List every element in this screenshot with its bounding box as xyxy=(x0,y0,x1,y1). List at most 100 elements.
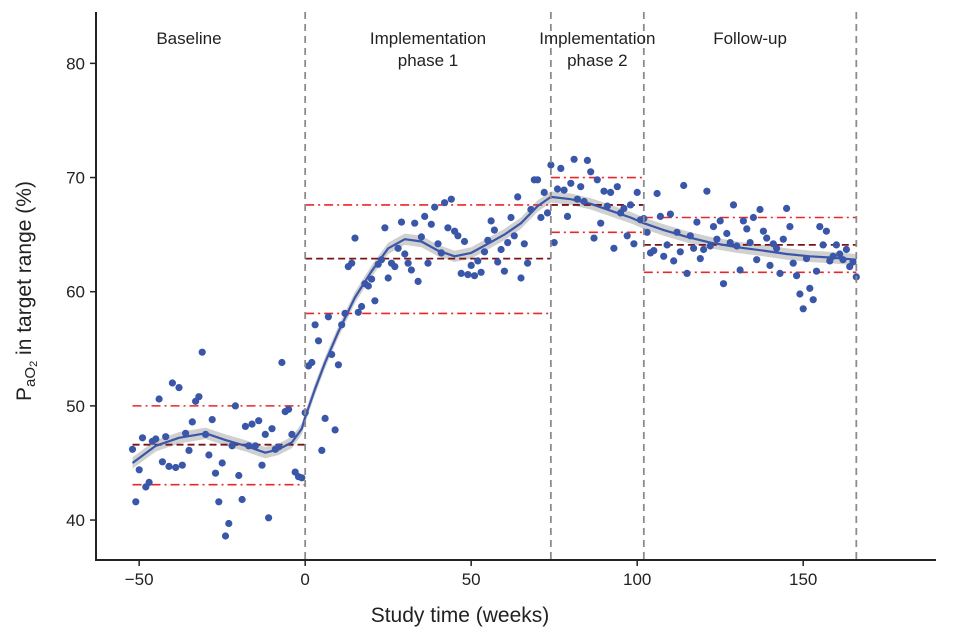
data-point-129 xyxy=(557,164,565,172)
data-point-85 xyxy=(411,219,419,227)
data-point-15 xyxy=(178,461,186,469)
data-point-29 xyxy=(225,519,233,528)
x-tick-label-50: 50 xyxy=(462,570,481,589)
data-point-158 xyxy=(653,189,661,198)
y-tick-label-40: 40 xyxy=(66,511,85,530)
data-point-150 xyxy=(626,201,635,209)
data-point-146 xyxy=(613,183,621,191)
phase-label-1-line-1: Baseline xyxy=(156,29,221,48)
data-point-166 xyxy=(680,181,688,190)
data-point-101 xyxy=(464,271,472,279)
data-point-57 xyxy=(318,446,326,454)
data-point-116 xyxy=(514,193,522,201)
data-points xyxy=(128,155,860,540)
data-point-17 xyxy=(185,446,193,454)
data-point-72 xyxy=(368,275,376,283)
data-point-81 xyxy=(397,218,406,226)
data-point-145 xyxy=(610,244,618,252)
data-point-196 xyxy=(779,235,787,243)
data-point-199 xyxy=(789,259,797,267)
data-point-139 xyxy=(590,234,598,242)
data-point-28 xyxy=(221,532,230,540)
data-point-206 xyxy=(812,267,821,275)
data-point-205 xyxy=(809,296,817,304)
data-point-58 xyxy=(321,414,329,422)
data-point-159 xyxy=(656,212,665,220)
data-point-98 xyxy=(454,232,462,240)
data-point-144 xyxy=(607,188,615,196)
data-point-26 xyxy=(215,498,223,506)
data-point-25 xyxy=(211,469,220,477)
data-point-92 xyxy=(434,240,442,248)
y-axis-title: PaO2 in target range (%) xyxy=(13,181,40,401)
y-tick-label-80: 80 xyxy=(66,54,85,73)
data-point-99 xyxy=(457,269,465,277)
phase-label-2-line-1: Implementation xyxy=(370,29,486,48)
smooth-line xyxy=(131,195,857,464)
data-point-130 xyxy=(560,186,568,194)
phase-labels: Baseline Implementation phase 1Implementat… xyxy=(156,29,787,70)
data-point-113 xyxy=(504,239,512,247)
data-point-125 xyxy=(543,209,552,217)
data-point-104 xyxy=(474,257,482,265)
data-point-172 xyxy=(700,245,708,254)
data-point-20 xyxy=(195,393,203,401)
data-point-174 xyxy=(706,242,714,250)
data-point-204 xyxy=(806,284,814,292)
data-point-91 xyxy=(431,203,439,211)
data-point-14 xyxy=(175,384,183,392)
data-point-169 xyxy=(690,244,698,252)
data-point-68 xyxy=(354,308,362,316)
data-point-54 xyxy=(308,358,316,367)
data-point-66 xyxy=(348,259,356,267)
data-point-163 xyxy=(670,257,678,265)
data-point-208 xyxy=(819,241,827,249)
data-point-215 xyxy=(842,245,851,254)
data-point-102 xyxy=(467,261,475,269)
data-point-8 xyxy=(155,395,163,403)
x-tick-label-0: 0 xyxy=(300,570,309,589)
data-point-170 xyxy=(693,218,701,226)
data-point-128 xyxy=(553,185,562,193)
x-tick-label-150: 150 xyxy=(789,570,817,589)
data-point-77 xyxy=(384,274,392,282)
data-point-84 xyxy=(407,266,415,274)
data-point-34 xyxy=(241,422,249,430)
data-point-0 xyxy=(128,445,137,453)
phase-label-1: Baseline xyxy=(156,29,221,48)
data-point-152 xyxy=(633,188,641,196)
data-point-142 xyxy=(600,187,608,195)
data-point-61 xyxy=(331,426,339,434)
data-point-56 xyxy=(314,337,323,345)
data-point-165 xyxy=(676,248,684,256)
data-point-108 xyxy=(487,217,495,225)
phase-dividers xyxy=(304,12,858,560)
phase-label-2-line-2: phase 1 xyxy=(398,51,459,70)
data-point-27 xyxy=(218,459,226,467)
data-point-88 xyxy=(421,212,429,220)
data-point-197 xyxy=(783,204,791,212)
y-axis-title-sub: aO xyxy=(22,367,39,387)
data-point-103 xyxy=(470,272,479,280)
data-point-106 xyxy=(480,248,489,256)
data-point-138 xyxy=(587,168,595,176)
data-point-187 xyxy=(749,213,758,222)
data-point-133 xyxy=(570,155,578,163)
data-point-73 xyxy=(371,297,379,305)
tick-labels: −50 0 50 100 150 40 50 60 70 80 xyxy=(66,54,817,589)
data-point-48 xyxy=(288,430,296,438)
data-point-122 xyxy=(534,176,542,184)
data-point-82 xyxy=(401,250,409,258)
data-point-40 xyxy=(261,430,269,438)
data-point-41 xyxy=(265,514,273,522)
x-axis-title: Study time (weeks) xyxy=(371,604,550,627)
data-point-175 xyxy=(709,223,718,231)
data-point-149 xyxy=(623,232,631,240)
data-point-207 xyxy=(816,223,824,231)
data-point-157 xyxy=(650,247,658,255)
data-point-162 xyxy=(666,210,675,218)
data-point-180 xyxy=(726,239,734,247)
data-point-213 xyxy=(836,250,844,258)
